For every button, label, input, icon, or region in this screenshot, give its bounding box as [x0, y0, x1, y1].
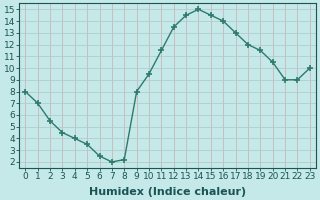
X-axis label: Humidex (Indice chaleur): Humidex (Indice chaleur)	[89, 187, 246, 197]
